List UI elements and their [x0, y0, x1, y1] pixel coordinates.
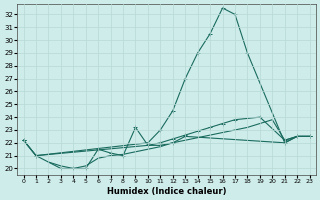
X-axis label: Humidex (Indice chaleur): Humidex (Indice chaleur) — [107, 187, 226, 196]
